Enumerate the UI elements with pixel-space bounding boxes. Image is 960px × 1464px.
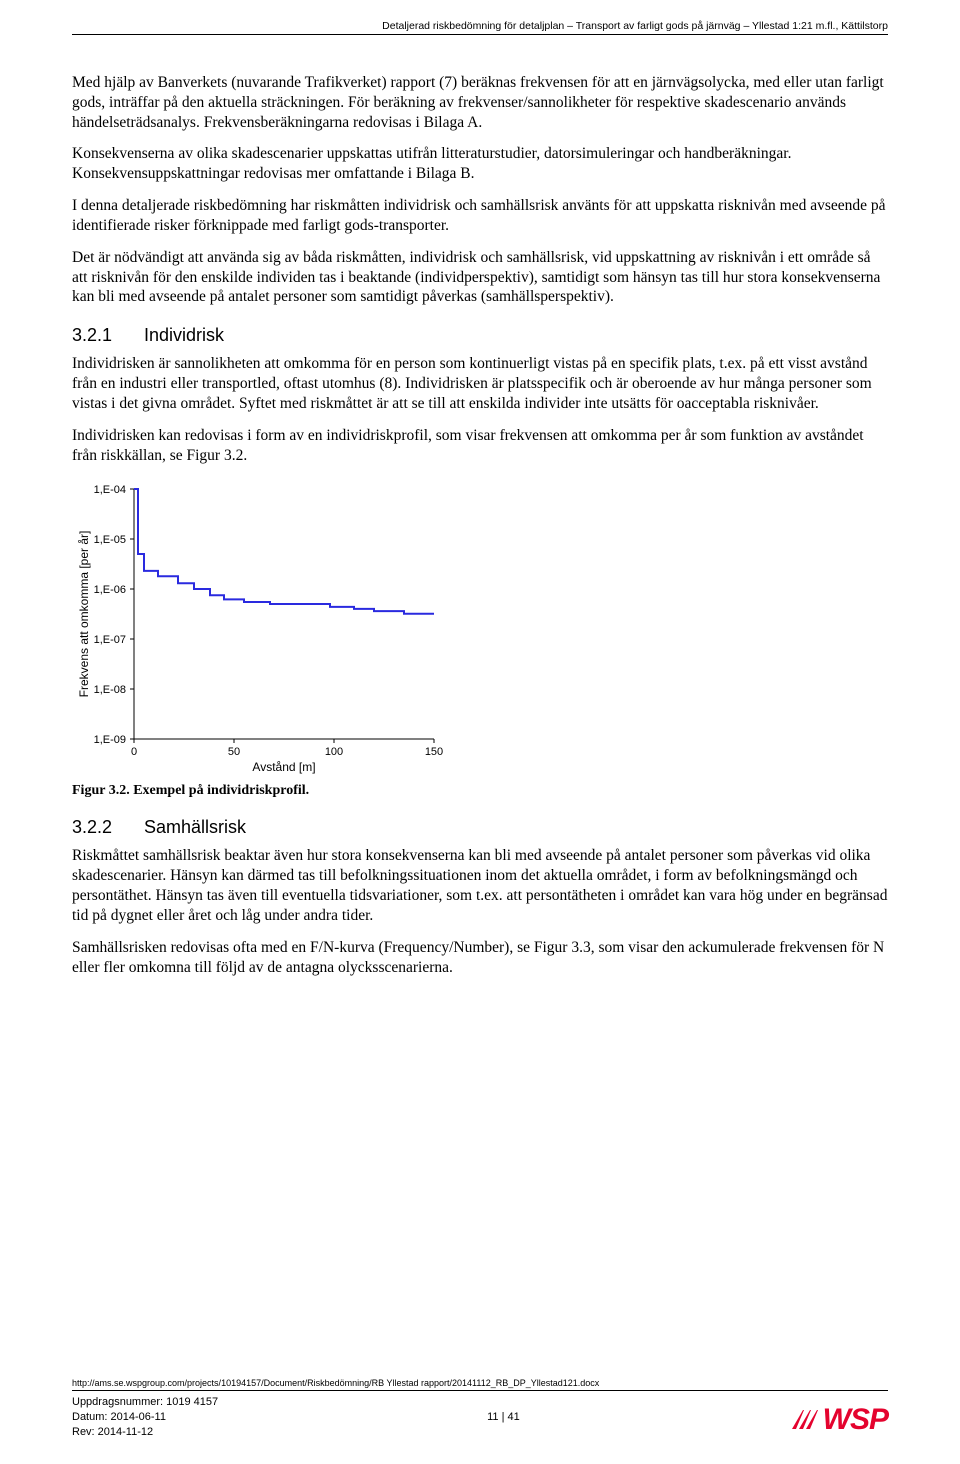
wsp-logo-icon	[789, 1407, 819, 1433]
body-content: Med hjälp av Banverkets (nuvarande Trafi…	[72, 73, 888, 977]
svg-text:50: 50	[228, 746, 240, 758]
footer-meta: Uppdragsnummer: 1019 4157 Datum: 2014-06…	[72, 1395, 218, 1440]
svg-text:1,E-07: 1,E-07	[94, 634, 126, 646]
section-heading-samhallsrisk: 3.2.2Samhällsrisk	[72, 817, 888, 838]
paragraph: Med hjälp av Banverkets (nuvarande Trafi…	[72, 73, 888, 132]
page-number: 11 | 41	[487, 1410, 520, 1425]
paragraph: Riskmåttet samhällsrisk beaktar även hur…	[72, 846, 888, 925]
section-title: Individrisk	[144, 325, 224, 345]
svg-text:Frekvens att omkomma [per år]: Frekvens att omkomma [per år]	[77, 531, 91, 698]
paragraph: Individrisken är sannolikheten att omkom…	[72, 354, 888, 413]
uppdragsnummer: Uppdragsnummer: 1019 4157	[72, 1395, 218, 1410]
figure-caption: Figur 3.2. Exempel på individriskprofil.	[72, 783, 888, 799]
svg-text:1,E-09: 1,E-09	[94, 734, 126, 746]
section-number: 3.2.1	[72, 325, 144, 346]
paragraph: Individrisken kan redovisas i form av en…	[72, 426, 888, 466]
svg-text:1,E-06: 1,E-06	[94, 584, 126, 596]
section-heading-individrisk: 3.2.1Individrisk	[72, 325, 888, 346]
svg-text:100: 100	[325, 746, 343, 758]
datum: Datum: 2014-06-11	[72, 1410, 218, 1425]
paragraph: Samhällsrisken redovisas ofta med en F/N…	[72, 938, 888, 978]
page-header: Detaljerad riskbedömning för detaljplan …	[72, 20, 888, 35]
chart-svg: 1,E-04 1,E-05 1,E-06 1,E-07 1,E-08 1,E-09 0 50 1…	[74, 477, 454, 777]
footer-url: http://ams.se.wspgroup.com/projects/1019…	[72, 1378, 888, 1391]
svg-text:1,E-04: 1,E-04	[94, 484, 126, 496]
wsp-logo: WSP	[789, 1400, 888, 1441]
svg-text:150: 150	[425, 746, 443, 758]
svg-text:1,E-08: 1,E-08	[94, 684, 126, 696]
wsp-logo-text: WSP	[823, 1400, 888, 1441]
rev: Rev: 2014-11-12	[72, 1425, 218, 1440]
individrisk-chart: 1,E-04 1,E-05 1,E-06 1,E-07 1,E-08 1,E-09 0 50 1…	[74, 477, 888, 777]
svg-text:Avstånd [m]: Avstånd [m]	[252, 760, 315, 774]
svg-text:0: 0	[131, 746, 137, 758]
svg-text:1,E-05: 1,E-05	[94, 534, 126, 546]
section-title: Samhällsrisk	[144, 817, 246, 837]
section-number: 3.2.2	[72, 817, 144, 838]
paragraph: I denna detaljerade riskbedömning har ri…	[72, 196, 888, 236]
paragraph: Konsekvenserna av olika skadescenarier u…	[72, 144, 888, 184]
paragraph: Det är nödvändigt att använda sig av båd…	[72, 248, 888, 307]
page-footer: http://ams.se.wspgroup.com/projects/1019…	[72, 1378, 888, 1440]
